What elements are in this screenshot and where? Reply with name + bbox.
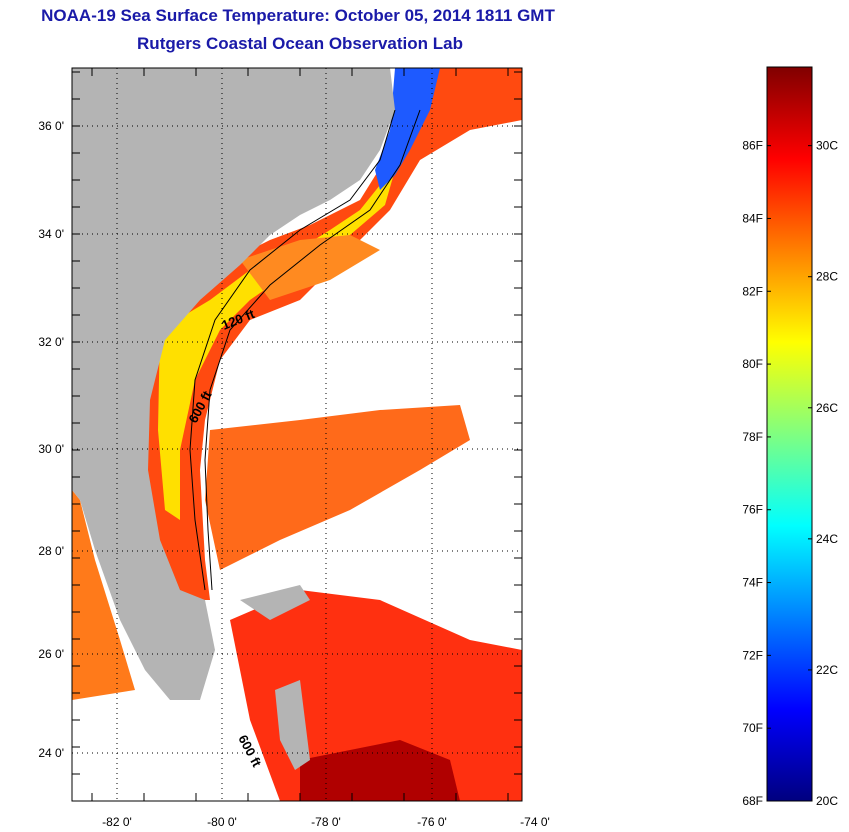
longitude-labels: -82 0' -80 0' -78 0' -76 0' -74 0' [102,815,550,829]
latitude-label: 34 0' [38,227,64,241]
fahrenheit-label: 80F [742,357,763,371]
celsius-label: 22C [816,663,838,677]
latitude-label: 28 0' [38,544,64,558]
celsius-label: 28C [816,270,838,284]
map-frame [71,67,523,802]
longitude-label: -82 0' [102,815,132,829]
longitude-label: -78 0' [311,815,341,829]
graticule [72,68,522,801]
celsius-labels: 30C 28C 26C 24C 22C 20C [808,139,838,808]
gulf-water [72,490,135,700]
longitude-label: -74 0' [520,815,550,829]
map-subtitle: Rutgers Coastal Ocean Observation Lab [137,34,463,53]
fahrenheit-label: 70F [742,721,763,735]
warm-shelf-band [158,170,395,520]
land-mass [72,68,395,700]
map-title: NOAA-19 Sea Surface Temperature: October… [41,6,555,25]
fahrenheit-label: 82F [742,284,763,298]
latitude-labels: 36 0' 34 0' 32 0' 30 0' 28 0' 26 0' 24 0' [38,119,64,760]
colorbar-gradient [766,66,813,802]
celsius-label: 20C [816,794,838,808]
fahrenheit-label: 72F [742,648,763,662]
fahrenheit-label: 86F [742,139,763,153]
sst-map: 36 0' 34 0' 32 0' 30 0' 28 0' 26 0' 24 0' -82 … [38,67,550,829]
latitude-label: 24 0' [38,746,64,760]
contour-600ft [204,109,421,591]
latitude-label: 32 0' [38,335,64,349]
latitude-label: 36 0' [38,119,64,133]
map-plot-area [72,68,522,801]
fahrenheit-label: 76F [742,503,763,517]
hot-water-south [300,740,460,801]
fahrenheit-label: 78F [742,430,763,444]
longitude-label: -76 0' [417,815,447,829]
warm-patch-north [240,235,380,300]
latitude-label: 26 0' [38,647,64,661]
celsius-label: 26C [816,401,838,415]
fahrenheit-label: 84F [742,211,763,225]
fahrenheit-label: 68F [742,794,763,808]
warm-patch [205,405,470,570]
andros-island [275,680,310,770]
contour-120ft [189,109,396,591]
longitude-label: -80 0' [207,815,237,829]
fahrenheit-label: 74F [742,576,763,590]
fahrenheit-labels: 86F 84F 82F 80F 78F 76F 74F 72F 70F 68F [742,139,771,808]
bahamas-island [240,585,310,620]
celsius-label: 30C [816,139,838,153]
cold-water-north [375,68,440,190]
celsius-label: 24C [816,532,838,546]
colorbar: 86F 84F 82F 80F 78F 76F 74F 72F 70F 68F 30C 28C 26C… [742,66,838,808]
latitude-label: 30 0' [38,442,64,456]
